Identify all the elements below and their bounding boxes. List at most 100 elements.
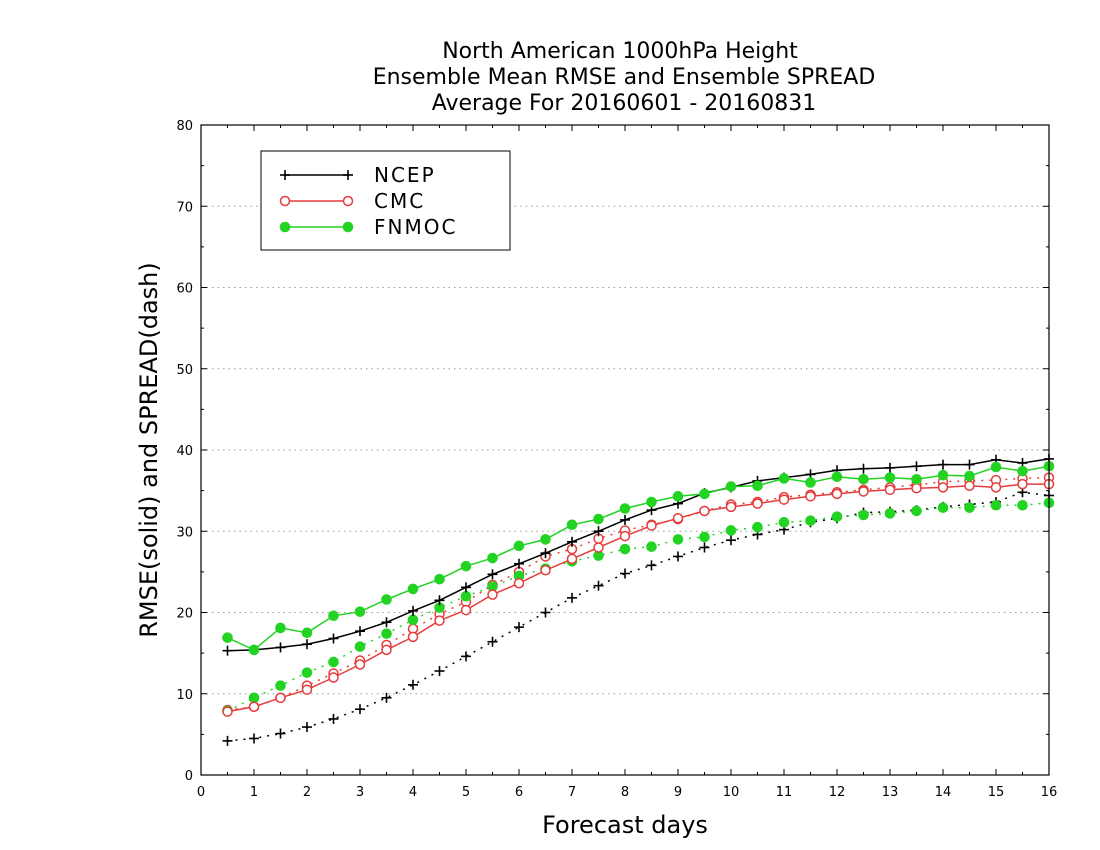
line-ncep-spread (227, 491, 1050, 742)
point-ncep-rmse-13 (885, 462, 895, 473)
point-fnmoc-rmse-4.5 (434, 573, 445, 585)
point-fnmoc-spread-1.5 (275, 680, 286, 691)
y-tick-label-50: 50 (176, 363, 193, 378)
y-tick-label-40: 40 (176, 444, 193, 459)
point-cmc-rmse-0.5 (222, 706, 233, 717)
point-cmc-rmse-4.5 (434, 615, 445, 626)
point-cmc-rmse-3 (354, 659, 366, 670)
point-fnmoc-spread-12.5 (858, 509, 869, 521)
point-fnmoc-spread-15 (990, 499, 1002, 511)
legend-item-cmc: CMC (279, 189, 425, 213)
point-ncep-rmse-5 (461, 582, 471, 593)
point-ncep-spread-6 (514, 622, 524, 633)
point-cmc-rmse-14.5 (964, 480, 975, 491)
legend-marker-right-cmc (342, 195, 354, 207)
point-fnmoc-spread-3.5 (381, 628, 392, 639)
point-ncep-spread-2 (302, 722, 312, 733)
point-cmc-rmse-8 (619, 530, 631, 542)
point-ncep-rmse-7 (567, 536, 577, 547)
point-fnmoc-rmse-12 (831, 471, 843, 483)
x-tick-label-2: 2 (303, 785, 311, 800)
point-ncep-spread-8.5 (646, 560, 657, 571)
point-fnmoc-rmse-12.5 (858, 473, 869, 485)
x-tick-label-15: 15 (988, 785, 1005, 800)
point-fnmoc-rmse-9 (672, 491, 684, 502)
point-fnmoc-rmse-10.5 (752, 480, 763, 492)
point-ncep-rmse-3.5 (381, 617, 392, 628)
point-ncep-spread-10 (726, 535, 736, 546)
point-cmc-rmse-13 (884, 484, 896, 496)
point-fnmoc-rmse-14.5 (964, 470, 975, 482)
point-fnmoc-spread-3 (354, 641, 366, 652)
point-fnmoc-rmse-6.5 (540, 534, 551, 545)
point-ncep-rmse-6.5 (540, 548, 551, 559)
point-fnmoc-rmse-3.5 (381, 594, 392, 605)
point-fnmoc-rmse-15 (990, 461, 1002, 473)
point-ncep-spread-5.5 (487, 636, 498, 647)
point-cmc-rmse-2 (301, 684, 313, 695)
point-cmc-rmse-14 (937, 482, 949, 493)
series-fnmoc-rmse (222, 460, 1055, 656)
point-ncep-spread-1.5 (275, 728, 286, 739)
point-cmc-rmse-13.5 (911, 482, 922, 494)
point-fnmoc-rmse-8.5 (646, 496, 657, 508)
point-ncep-spread-2.5 (328, 713, 339, 724)
line-cmc-rmse (227, 483, 1049, 713)
point-ncep-spread-9 (673, 551, 683, 562)
point-ncep-rmse-7.5 (593, 526, 604, 537)
point-fnmoc-spread-12 (831, 511, 843, 522)
legend-marker-left-cmc (279, 195, 291, 207)
point-cmc-rmse-1.5 (275, 692, 286, 704)
series-layer (222, 453, 1055, 746)
point-ncep-spread-5 (461, 651, 471, 662)
x-tick-label-11: 11 (776, 785, 793, 800)
point-ncep-spread-3.5 (381, 692, 392, 703)
point-cmc-rmse-12 (831, 488, 843, 500)
point-ncep-rmse-2 (302, 639, 312, 650)
point-cmc-rmse-15.5 (1017, 478, 1028, 490)
gridlines (201, 205, 1049, 695)
point-cmc-rmse-6 (513, 578, 525, 589)
x-tick-label-12: 12 (829, 785, 846, 800)
x-tick-label-7: 7 (568, 785, 576, 800)
x-tick-label-0: 0 (197, 785, 205, 800)
point-fnmoc-spread-14 (937, 502, 949, 513)
point-fnmoc-spread-4 (407, 614, 419, 626)
chart-title: North American 1000hPa Height Ensemble M… (373, 39, 876, 116)
point-fnmoc-spread-8 (619, 543, 631, 555)
series-cmc-rmse (222, 478, 1055, 717)
point-fnmoc-spread-14.5 (964, 502, 975, 513)
point-cmc-rmse-1 (248, 701, 260, 712)
line-cmc-spread (227, 476, 1050, 711)
line-fnmoc-spread (227, 502, 1050, 712)
point-fnmoc-spread-9.5 (699, 531, 710, 543)
point-fnmoc-rmse-4 (407, 583, 419, 595)
point-fnmoc-spread-13 (884, 508, 896, 519)
point-ncep-spread-1 (249, 733, 259, 744)
legend-marker-right-ncep (343, 170, 353, 180)
point-fnmoc-spread-13.5 (911, 505, 922, 517)
x-tick-label-13: 13 (882, 785, 899, 800)
point-fnmoc-rmse-13.5 (911, 473, 922, 485)
x-tick-label-5: 5 (462, 785, 470, 800)
point-fnmoc-rmse-14 (937, 469, 949, 481)
point-cmc-rmse-11.5 (805, 491, 816, 502)
point-fnmoc-spread-8.5 (646, 541, 657, 552)
x-tick-label-1: 1 (250, 785, 258, 800)
point-cmc-rmse-12.5 (858, 486, 869, 497)
title-line-2: Ensemble Mean RMSE and Ensemble SPREAD (373, 65, 876, 90)
point-ncep-rmse-1.5 (275, 642, 286, 653)
x-tick-label-4: 4 (409, 785, 417, 800)
point-cmc-rmse-7.5 (593, 542, 604, 553)
point-fnmoc-rmse-2 (301, 627, 313, 639)
point-fnmoc-rmse-11.5 (805, 477, 816, 488)
legend-label-cmc: CMC (374, 189, 425, 213)
point-fnmoc-spread-11.5 (805, 515, 816, 526)
point-ncep-rmse-4 (408, 605, 418, 616)
point-cmc-rmse-7 (566, 553, 578, 565)
x-tick-label-3: 3 (356, 785, 364, 800)
point-cmc-rmse-8.5 (646, 520, 657, 531)
x-tick-label-16: 16 (1041, 785, 1058, 800)
y-tick-label-0: 0 (185, 769, 193, 784)
